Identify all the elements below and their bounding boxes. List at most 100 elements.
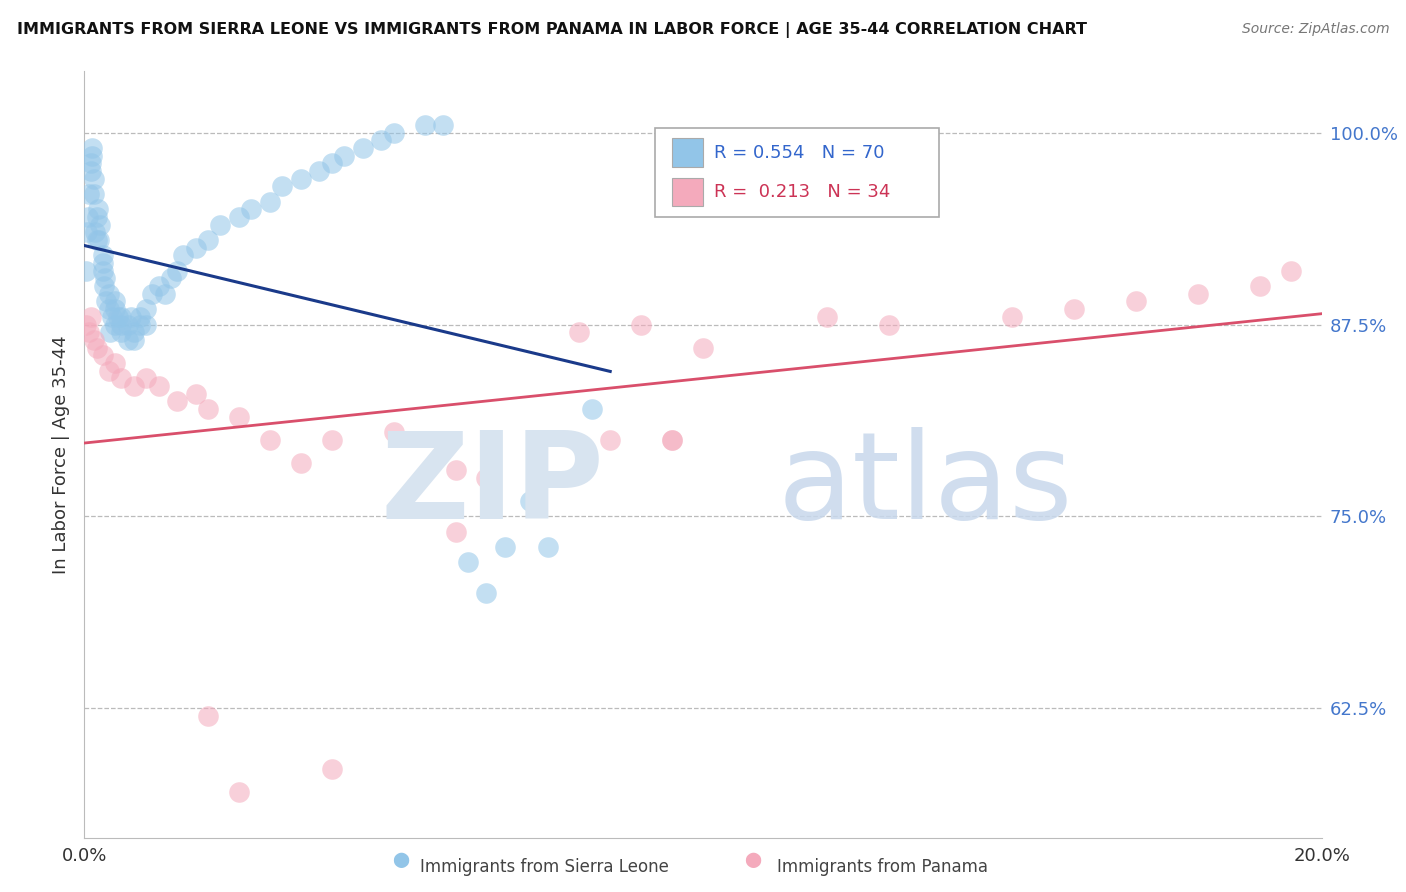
Point [79, 310, 101, 324]
Point [91, 256, 114, 270]
Point [259, 433, 281, 447]
Point [110, 371, 132, 385]
Point [107, 310, 129, 324]
Point [259, 194, 281, 209]
Point [1249, 279, 1271, 293]
Text: ⬤: ⬤ [392, 853, 409, 868]
Point [84, 226, 107, 240]
Point [94, 294, 117, 309]
Text: Immigrants from Sierra Leone: Immigrants from Sierra Leone [399, 858, 669, 876]
Point [117, 333, 139, 347]
Point [197, 401, 219, 416]
Point [160, 271, 183, 285]
Point [79, 156, 101, 170]
Point [122, 379, 145, 393]
Point [135, 318, 157, 332]
Point [91, 264, 114, 278]
Point [98, 286, 121, 301]
Point [692, 341, 714, 355]
Point [413, 118, 436, 132]
Point [87, 233, 110, 247]
Point [1063, 302, 1085, 317]
Point [382, 126, 405, 140]
Point [197, 708, 219, 723]
Point [228, 409, 250, 424]
Point [537, 540, 560, 554]
Point [129, 318, 152, 332]
Text: R =  0.213   N = 34: R = 0.213 N = 34 [714, 183, 890, 201]
Point [321, 156, 343, 170]
Point [661, 433, 683, 447]
Point [352, 141, 374, 155]
Point [76, 226, 98, 240]
Point [308, 164, 330, 178]
Point [1187, 286, 1209, 301]
Point [432, 118, 454, 132]
Point [166, 394, 188, 409]
Point [104, 294, 127, 309]
Point [110, 325, 132, 339]
Point [370, 133, 392, 147]
Point [166, 264, 188, 278]
Point [271, 179, 294, 194]
Point [83, 171, 105, 186]
Point [98, 363, 121, 377]
Point [79, 325, 101, 339]
Point [101, 310, 124, 324]
Point [321, 433, 343, 447]
Text: atlas: atlas [778, 427, 1073, 544]
Point [457, 555, 479, 569]
Point [568, 325, 591, 339]
Point [75, 264, 97, 278]
Point [83, 333, 105, 347]
Point [89, 218, 111, 232]
Point [75, 318, 97, 332]
Point [382, 425, 405, 439]
Point [110, 318, 132, 332]
Point [82, 141, 104, 155]
Point [290, 456, 312, 470]
Point [148, 379, 170, 393]
Point [1125, 294, 1147, 309]
Point [240, 202, 263, 217]
Point [122, 325, 145, 339]
Point [104, 302, 127, 317]
Point [630, 318, 652, 332]
Point [86, 210, 108, 224]
Text: ⬤: ⬤ [744, 853, 761, 868]
Point [129, 310, 152, 324]
Text: Immigrants from Panama: Immigrants from Panama [755, 858, 988, 876]
Y-axis label: In Labor Force | Age 35-44: In Labor Force | Age 35-44 [52, 335, 70, 574]
Point [581, 401, 603, 416]
Point [79, 187, 101, 202]
Point [475, 471, 498, 485]
Point [228, 210, 250, 224]
Point [135, 371, 157, 385]
Point [228, 785, 250, 799]
Point [290, 171, 312, 186]
Point [91, 348, 114, 362]
Point [184, 241, 207, 255]
Point [321, 763, 343, 777]
Point [475, 586, 498, 600]
Point [148, 279, 170, 293]
Point [83, 187, 105, 202]
Point [815, 310, 838, 324]
Point [494, 540, 516, 554]
Point [91, 248, 114, 262]
Point [209, 218, 232, 232]
Point [93, 279, 115, 293]
Point [141, 286, 163, 301]
Point [661, 433, 683, 447]
Point [86, 233, 108, 247]
Text: IMMIGRANTS FROM SIERRA LEONE VS IMMIGRANTS FROM PANAMA IN LABOR FORCE | AGE 35-4: IMMIGRANTS FROM SIERRA LEONE VS IMMIGRAN… [17, 22, 1087, 38]
Point [877, 318, 900, 332]
Point [444, 524, 467, 539]
Point [110, 310, 132, 324]
Point [184, 386, 207, 401]
Text: ZIP: ZIP [380, 427, 605, 544]
Point [333, 149, 356, 163]
Point [77, 210, 100, 224]
Point [153, 286, 176, 301]
Point [87, 202, 110, 217]
